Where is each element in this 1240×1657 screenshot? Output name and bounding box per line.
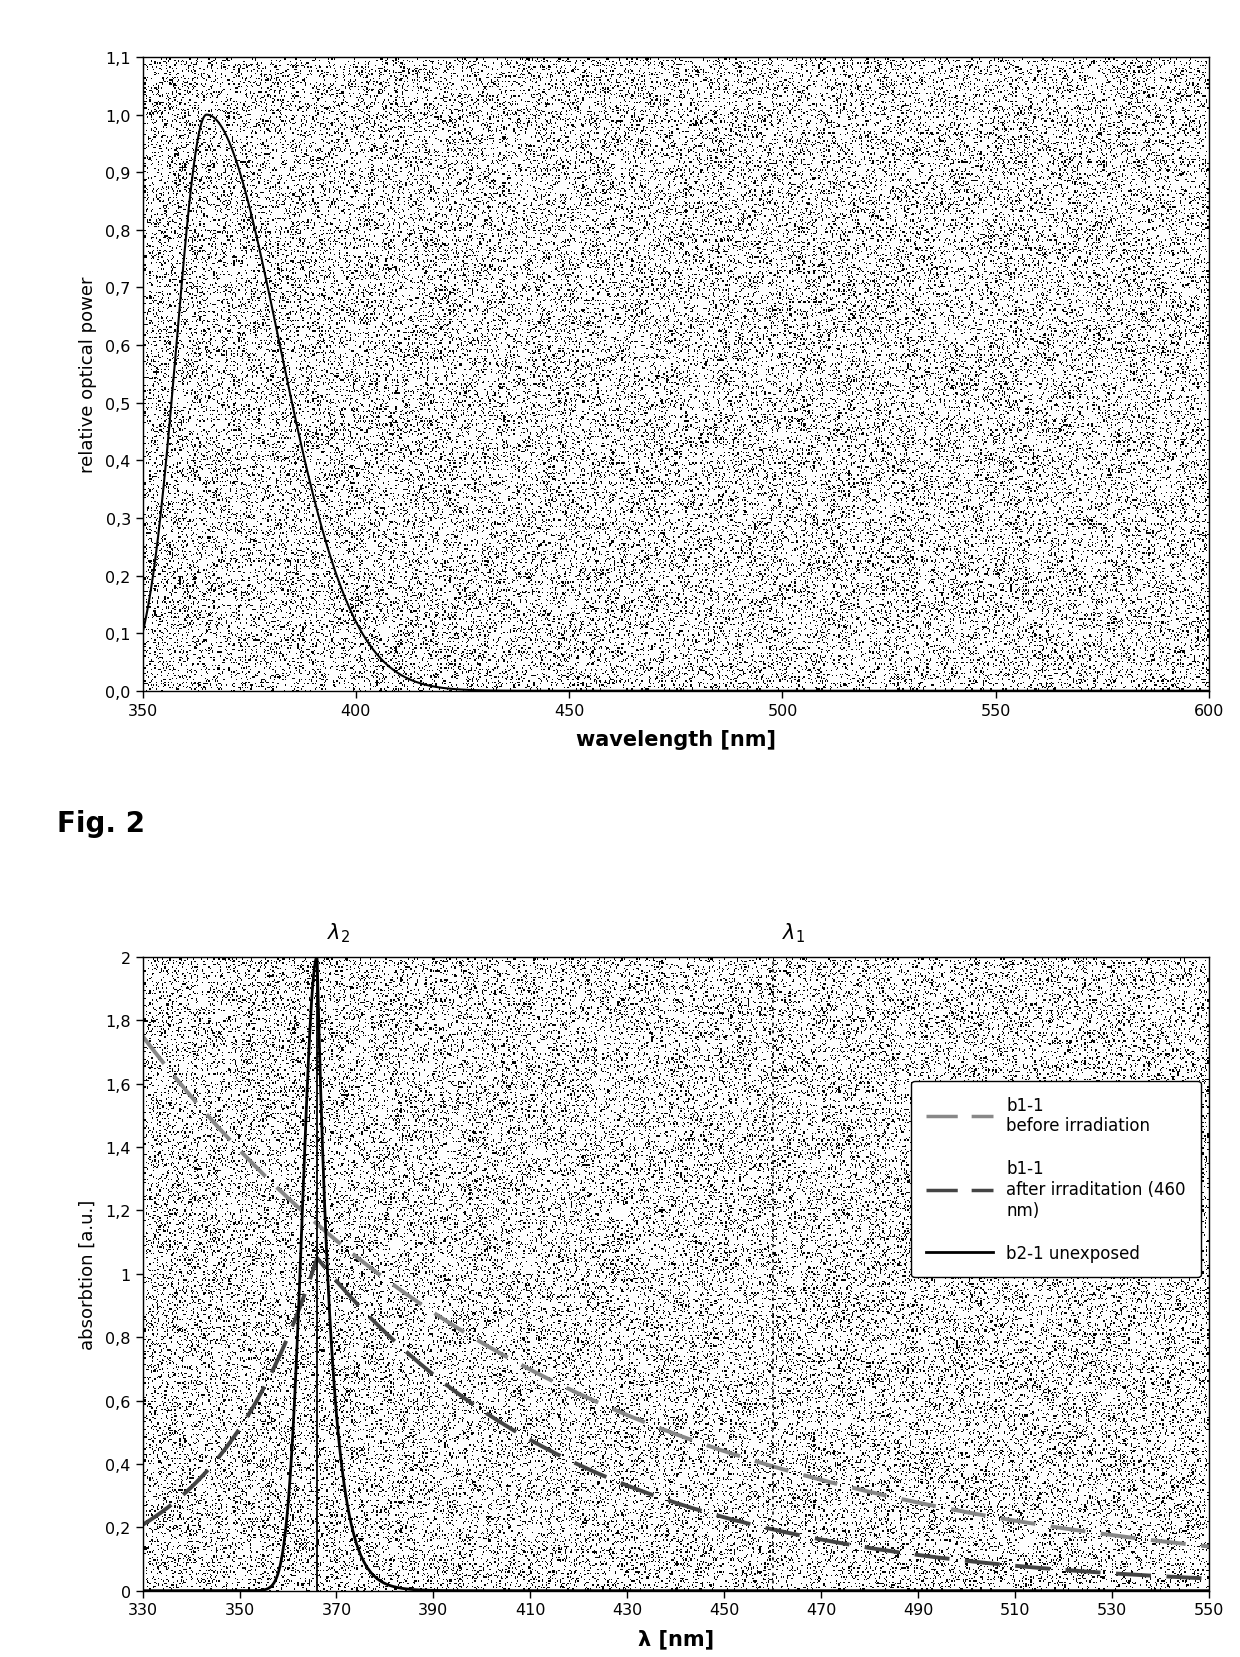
b1-1
after irraditation (460
nm) <box>135 1514 150 1534</box>
b2-1 unexposed <box>1066 1581 1081 1601</box>
b1-1
before irradiation <box>1180 1534 1195 1554</box>
b2-1 unexposed <box>544 1581 559 1601</box>
Text: Fig. 2: Fig. 2 <box>57 810 145 837</box>
b1-1
before irradiation <box>590 1392 605 1412</box>
Line: b1-1
after irraditation (460
nm): b1-1 after irraditation (460 nm) <box>143 1258 1209 1579</box>
b1-1
after irraditation (460
nm) <box>310 1248 325 1268</box>
b1-1
before irradiation <box>544 1370 559 1390</box>
b1-1
after irraditation (460
nm) <box>1066 1561 1081 1581</box>
b2-1 unexposed <box>590 1581 605 1601</box>
b1-1
after irraditation (460
nm) <box>544 1442 559 1461</box>
b2-1 unexposed <box>1202 1581 1216 1601</box>
b1-1
before irradiation <box>1065 1519 1080 1539</box>
Text: $\lambda_2$: $\lambda_2$ <box>327 921 350 944</box>
b2-1 unexposed <box>257 1579 272 1599</box>
b2-1 unexposed <box>1180 1581 1195 1601</box>
Legend: b1-1
before irradiation, b1-1
after irraditation (460
nm), b2-1 unexposed: b1-1 before irradiation, b1-1 after irra… <box>911 1080 1200 1278</box>
b1-1
after irraditation (460
nm) <box>590 1463 605 1483</box>
b1-1
after irraditation (460
nm) <box>257 1377 272 1397</box>
Text: $\lambda_1$: $\lambda_1$ <box>782 921 806 944</box>
b2-1 unexposed <box>320 1269 335 1289</box>
Y-axis label: absorbtion [a.u.]: absorbtion [a.u.] <box>79 1200 97 1349</box>
Line: b1-1
before irradiation: b1-1 before irradiation <box>143 1037 1209 1546</box>
b2-1 unexposed <box>135 1581 150 1601</box>
Y-axis label: relative optical power: relative optical power <box>79 277 97 472</box>
b1-1
before irradiation <box>1202 1536 1216 1556</box>
X-axis label: λ [nm]: λ [nm] <box>637 1629 714 1649</box>
X-axis label: wavelength [nm]: wavelength [nm] <box>575 729 776 749</box>
b2-1 unexposed <box>310 948 325 968</box>
b1-1
after irraditation (460
nm) <box>320 1261 335 1281</box>
b1-1
before irradiation <box>320 1223 335 1243</box>
Line: b2-1 unexposed: b2-1 unexposed <box>143 958 1209 1591</box>
b1-1
after irraditation (460
nm) <box>1180 1568 1195 1587</box>
b1-1
before irradiation <box>135 1027 150 1047</box>
b1-1
before irradiation <box>257 1165 272 1185</box>
b1-1
after irraditation (460
nm) <box>1202 1569 1216 1589</box>
